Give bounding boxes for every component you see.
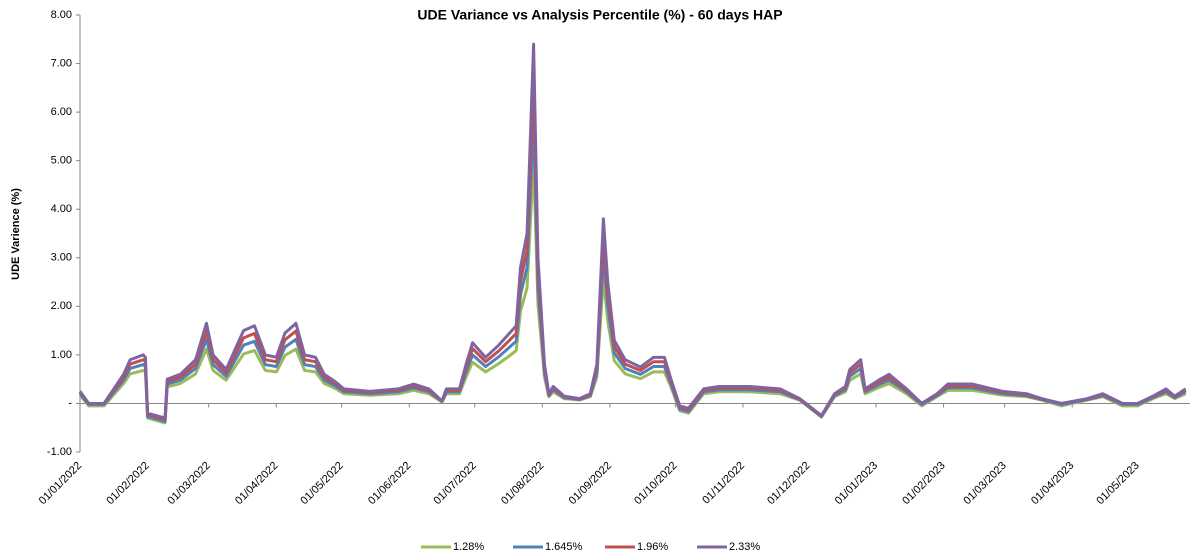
- x-tick-label: 01/08/2022: [499, 460, 546, 507]
- y-tick-label: 1.00: [51, 349, 72, 361]
- series-line: [78, 157, 1187, 425]
- y-tick-label: 5.00: [51, 155, 72, 167]
- x-tick-label: 01/05/2022: [298, 460, 345, 507]
- y-tick-label: 2.00: [51, 300, 72, 312]
- y-tick-label: 8.00: [51, 9, 72, 21]
- x-tick-label: 01/04/2022: [233, 460, 280, 507]
- y-tick-label: 6.00: [51, 106, 72, 118]
- x-tick-label: 01/02/2022: [104, 460, 151, 507]
- x-tick-label: 01/12/2022: [765, 460, 812, 507]
- x-tick-label: 01/01/2022: [37, 460, 84, 507]
- x-tick-label: 01/04/2023: [1029, 460, 1076, 507]
- x-tick-label: 01/02/2023: [900, 460, 947, 507]
- y-tick-label: 7.00: [51, 57, 72, 69]
- series-line: [78, 42, 1187, 420]
- x-tick-label: 01/11/2022: [700, 460, 747, 507]
- x-tick-label: 01/03/2023: [961, 460, 1008, 507]
- series-line: [78, 78, 1187, 421]
- x-tick-label: 01/07/2022: [431, 460, 478, 507]
- chart-title: UDE Variance vs Analysis Percentile (%) …: [417, 7, 782, 23]
- x-tick-label: 01/01/2023: [833, 460, 880, 507]
- x-tick-label: 01/06/2022: [366, 460, 413, 507]
- legend-label: 2.33%: [729, 541, 760, 553]
- y-tick-label: 4.00: [51, 203, 72, 215]
- legend-label: 1.96%: [637, 541, 668, 553]
- x-tick-label: 01/10/2022: [632, 460, 679, 507]
- x-tick-label: 01/03/2022: [165, 460, 212, 507]
- legend-label: 1.28%: [453, 541, 484, 553]
- y-tick-label: 3.00: [51, 252, 72, 264]
- x-tick-label: 01/05/2023: [1094, 460, 1141, 507]
- y-tick-label: -: [68, 397, 72, 409]
- y-tick-label: -1.00: [47, 446, 72, 458]
- y-axis-label: UDE Varience (%): [10, 188, 22, 280]
- x-tick-label: 01/09/2022: [567, 460, 614, 507]
- legend-label: 1.645%: [545, 541, 583, 553]
